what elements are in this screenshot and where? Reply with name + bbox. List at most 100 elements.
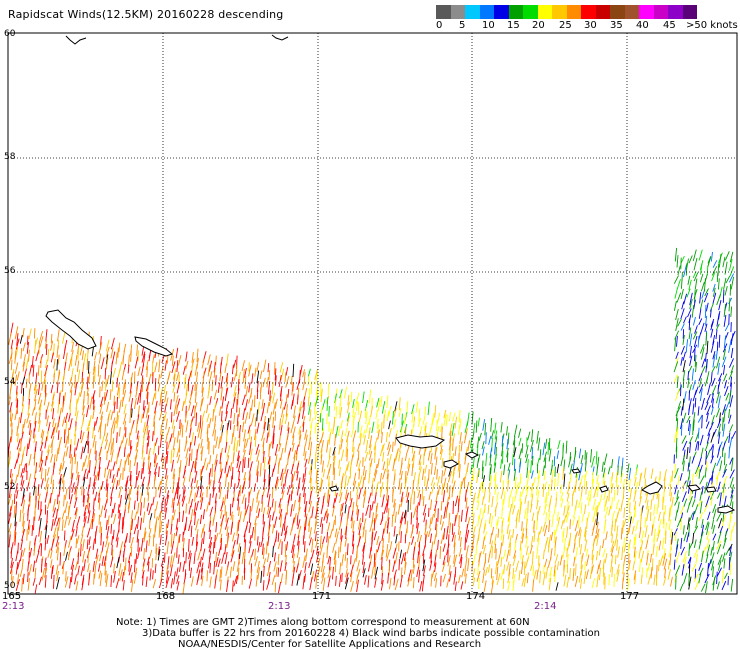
wind-barb (122, 355, 125, 365)
wind-barb (116, 468, 119, 478)
wind-barb (98, 497, 101, 510)
wind-barb (61, 510, 66, 520)
wind-barb (464, 489, 467, 502)
wind-barb (476, 533, 480, 546)
wind-barb (491, 526, 495, 536)
wind-barb (610, 524, 614, 536)
wind-barb (691, 473, 694, 485)
wind-barb (421, 580, 424, 592)
wind-barb (476, 570, 481, 582)
wind-barb (705, 449, 711, 460)
wind-barb (307, 376, 310, 386)
wind-barb (319, 479, 324, 492)
wind-barb (176, 485, 180, 499)
wind-barb (87, 431, 90, 446)
wind-barb (307, 453, 312, 464)
wind-barb (508, 535, 512, 549)
wind-barb (134, 449, 139, 460)
wind-barb (280, 389, 282, 401)
wind-barb (226, 489, 229, 499)
wind-barb (8, 487, 11, 499)
wind-barb (43, 370, 47, 382)
wind-barb (281, 483, 285, 494)
wind-barb (142, 400, 145, 411)
wind-barb (579, 544, 583, 555)
wind-barb (284, 372, 287, 382)
wind-barb (334, 560, 337, 573)
wind-barb (202, 509, 205, 520)
wind-barb (674, 510, 678, 521)
wind-barb (61, 474, 65, 484)
wind-barb (25, 378, 28, 389)
lat-label-50: 50 (4, 581, 16, 591)
wind-barb (181, 400, 185, 412)
island-outline (641, 481, 663, 495)
wind-barb (219, 533, 223, 543)
wind-barb (615, 512, 619, 523)
wind-barb (386, 458, 389, 472)
wind-barb (716, 567, 723, 577)
wind-barb (423, 513, 427, 523)
wind-barb (722, 475, 728, 488)
wind-barb (170, 449, 173, 464)
wind-barb (332, 498, 336, 509)
wind-barb (286, 484, 291, 495)
wind-barb (92, 481, 96, 495)
wind-barb (271, 575, 276, 586)
wind-barb (698, 469, 701, 479)
wind-barb (67, 549, 71, 561)
wind-barb (308, 402, 312, 415)
wind-barb (281, 490, 285, 501)
wind-barb (166, 426, 171, 435)
wind-barb (201, 358, 205, 369)
wind-barb (304, 516, 308, 531)
wind-barb (724, 572, 728, 580)
wind-barb (418, 408, 421, 422)
wind-barb (104, 423, 107, 436)
wind-barb (243, 429, 246, 442)
wind-barb (69, 494, 73, 505)
island-outline (271, 34, 289, 41)
colorbar-label: 45 (663, 20, 676, 31)
wind-barb (447, 470, 452, 483)
wind-barb (671, 496, 674, 508)
wind-barb (109, 371, 112, 385)
wind-barb (722, 348, 726, 360)
wind-barb (693, 549, 698, 559)
wind-barb (676, 418, 679, 432)
wind-barb (51, 393, 55, 407)
wind-barb (237, 567, 240, 580)
colorbar-segment (682, 5, 697, 19)
colorbar-segment (450, 5, 465, 19)
wind-barb (472, 492, 476, 501)
wind-barb (285, 554, 287, 565)
wind-barb (346, 415, 350, 427)
wind-barb (514, 540, 517, 551)
wind-barb (164, 404, 167, 413)
wind-barb (525, 528, 528, 539)
wind-barb (611, 510, 616, 521)
wind-barb (98, 448, 102, 460)
wind-barb (563, 505, 566, 516)
wind-barb (207, 437, 209, 450)
wind-barb (485, 432, 487, 445)
wind-barb (220, 447, 223, 458)
colorbar-segment (639, 5, 654, 19)
wind-barb (10, 429, 13, 443)
wind-barb (86, 376, 89, 390)
wind-barb (383, 520, 387, 534)
wind-barb (387, 444, 392, 457)
wind-barb (598, 567, 601, 581)
wind-barb (304, 562, 307, 573)
wind-barb (224, 363, 227, 373)
wind-barb (555, 582, 559, 591)
wind-barb (584, 460, 587, 472)
wind-barb (686, 288, 691, 298)
wind-barb (328, 556, 332, 571)
wind-barb (119, 569, 123, 582)
wind-barb (57, 494, 59, 505)
wind-barb (33, 380, 38, 391)
wind-barb (368, 450, 373, 461)
coastline-layer (45, 34, 736, 514)
